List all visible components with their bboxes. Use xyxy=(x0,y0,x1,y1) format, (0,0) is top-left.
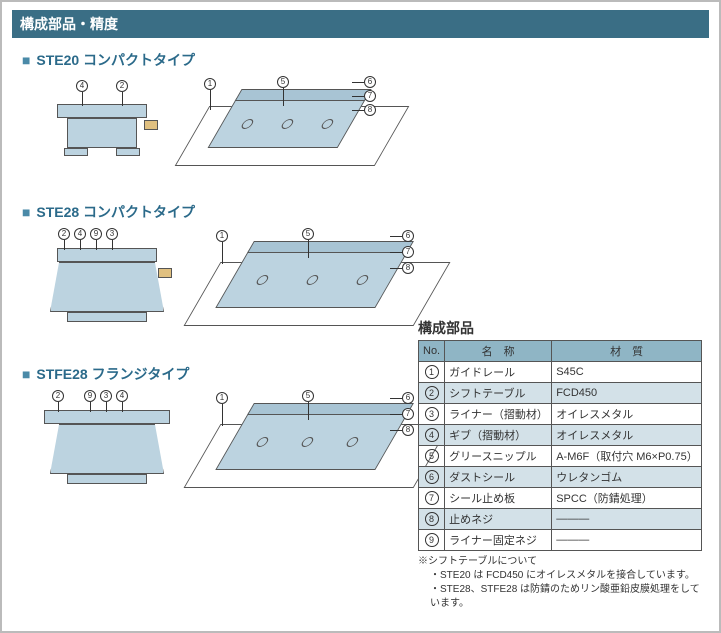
callout: 8 xyxy=(402,262,414,274)
cell-no: 9 xyxy=(419,530,445,551)
stfe28-front-view: 2 9 3 4 xyxy=(32,390,182,500)
table-row: 3ライナー（摺動材）オイレスメタル xyxy=(419,404,702,425)
stfe28-plan-view: 1 5 6 7 8 xyxy=(202,390,432,500)
parts-title: 構成部品 xyxy=(418,318,702,338)
callout: 8 xyxy=(364,104,376,116)
ste20-plan-view: 1 5 6 7 8 xyxy=(192,76,392,176)
section-title-label: STE20 コンパクトタイプ xyxy=(36,52,195,68)
parts-table: No. 名 称 材 質 1ガイドレールS45C2シフトテーブルFCD4503ライ… xyxy=(418,340,702,551)
col-name: 名 称 xyxy=(445,341,552,362)
cell-material: オイレスメタル xyxy=(552,404,702,425)
section-title-label: STE28 コンパクトタイプ xyxy=(36,204,195,220)
callout: 7 xyxy=(364,90,376,102)
col-material: 材 質 xyxy=(552,341,702,362)
callout: 8 xyxy=(402,424,414,436)
cell-name: ライナー（摺動材） xyxy=(445,404,552,425)
callout: 3 xyxy=(100,390,112,402)
cell-no: 1 xyxy=(419,362,445,383)
callout: 4 xyxy=(76,80,88,92)
callout: 7 xyxy=(402,246,414,258)
table-row: 7シール止め板SPCC（防錆処理） xyxy=(419,488,702,509)
callout: 9 xyxy=(84,390,96,402)
page: 構成部品・精度 ■ STE20 コンパクトタイプ 4 2 1 5 xyxy=(0,0,721,633)
table-row: 4ギブ（摺動材）オイレスメタル xyxy=(419,425,702,446)
cell-no: 8 xyxy=(419,509,445,530)
callout: 5 xyxy=(302,390,314,402)
cell-no: 4 xyxy=(419,425,445,446)
table-row: 6ダストシールウレタンゴム xyxy=(419,467,702,488)
page-header: 構成部品・精度 xyxy=(12,10,709,38)
section-title-ste20: ■ STE20 コンパクトタイプ xyxy=(22,50,709,70)
cell-no: 6 xyxy=(419,467,445,488)
cell-no: 7 xyxy=(419,488,445,509)
callout: 6 xyxy=(402,392,414,404)
parts-notes: ※シフトテーブルについて ・STE20 は FCD450 にオイレスメタルを接合… xyxy=(418,555,702,611)
ste20-front-view: 4 2 xyxy=(32,76,172,166)
table-row: 1ガイドレールS45C xyxy=(419,362,702,383)
section-title-label: STFE28 フランジタイプ xyxy=(36,366,189,382)
parts-table-block: 構成部品 No. 名 称 材 質 1ガイドレールS45C2シフトテーブルFCD4… xyxy=(418,318,702,611)
note-line: ・STE20 は FCD450 にオイレスメタルを接合しています。 xyxy=(418,569,702,583)
cell-material: SPCC（防錆処理） xyxy=(552,488,702,509)
cell-name: ダストシール xyxy=(445,467,552,488)
cell-name: ガイドレール xyxy=(445,362,552,383)
callout: 2 xyxy=(116,80,128,92)
cell-material: A-M6F（取付穴 M6×P0.75） xyxy=(552,446,702,467)
note-line: ・STE28、STFE28 は防錆のためリン酸亜鉛皮膜処理をしています。 xyxy=(418,583,702,611)
callout: 5 xyxy=(302,228,314,240)
cell-no: 3 xyxy=(419,404,445,425)
cell-material: オイレスメタル xyxy=(552,425,702,446)
callout: 3 xyxy=(106,228,118,240)
cell-name: シール止め板 xyxy=(445,488,552,509)
cell-name: 止めネジ xyxy=(445,509,552,530)
callout: 2 xyxy=(58,228,70,240)
cell-material: S45C xyxy=(552,362,702,383)
ste28-front-view: 2 4 9 3 xyxy=(32,228,182,338)
cell-name: ギブ（摺動材） xyxy=(445,425,552,446)
note-lead: ※シフトテーブルについて xyxy=(418,555,702,569)
callout: 1 xyxy=(216,230,228,242)
callout: 4 xyxy=(116,390,128,402)
callout: 7 xyxy=(402,408,414,420)
table-row: 8止めネジ——— xyxy=(419,509,702,530)
table-row: 9ライナー固定ネジ——— xyxy=(419,530,702,551)
callout: 2 xyxy=(52,390,64,402)
callout: 9 xyxy=(90,228,102,240)
callout: 1 xyxy=(216,392,228,404)
cell-no: 5 xyxy=(419,446,445,467)
cell-material: FCD450 xyxy=(552,383,702,404)
section-title-ste28: ■ STE28 コンパクトタイプ xyxy=(22,202,709,222)
cell-name: グリースニップル xyxy=(445,446,552,467)
cell-material: ——— xyxy=(552,530,702,551)
bullet-icon: ■ xyxy=(22,366,30,382)
cell-name: シフトテーブル xyxy=(445,383,552,404)
cell-material: ——— xyxy=(552,509,702,530)
ste28-plan-view: 1 5 6 7 8 xyxy=(202,228,432,338)
ste20-diagrams: 4 2 1 5 6 7 8 xyxy=(32,76,709,176)
callout: 4 xyxy=(74,228,86,240)
cell-name: ライナー固定ネジ xyxy=(445,530,552,551)
callout: 5 xyxy=(277,76,289,88)
callout: 1 xyxy=(204,78,216,90)
cell-material: ウレタンゴム xyxy=(552,467,702,488)
callout: 6 xyxy=(402,230,414,242)
bullet-icon: ■ xyxy=(22,204,30,220)
cell-no: 2 xyxy=(419,383,445,404)
table-row: 2シフトテーブルFCD450 xyxy=(419,383,702,404)
bullet-icon: ■ xyxy=(22,52,30,68)
col-no: No. xyxy=(419,341,445,362)
table-row: 5グリースニップルA-M6F（取付穴 M6×P0.75） xyxy=(419,446,702,467)
callout: 6 xyxy=(364,76,376,88)
